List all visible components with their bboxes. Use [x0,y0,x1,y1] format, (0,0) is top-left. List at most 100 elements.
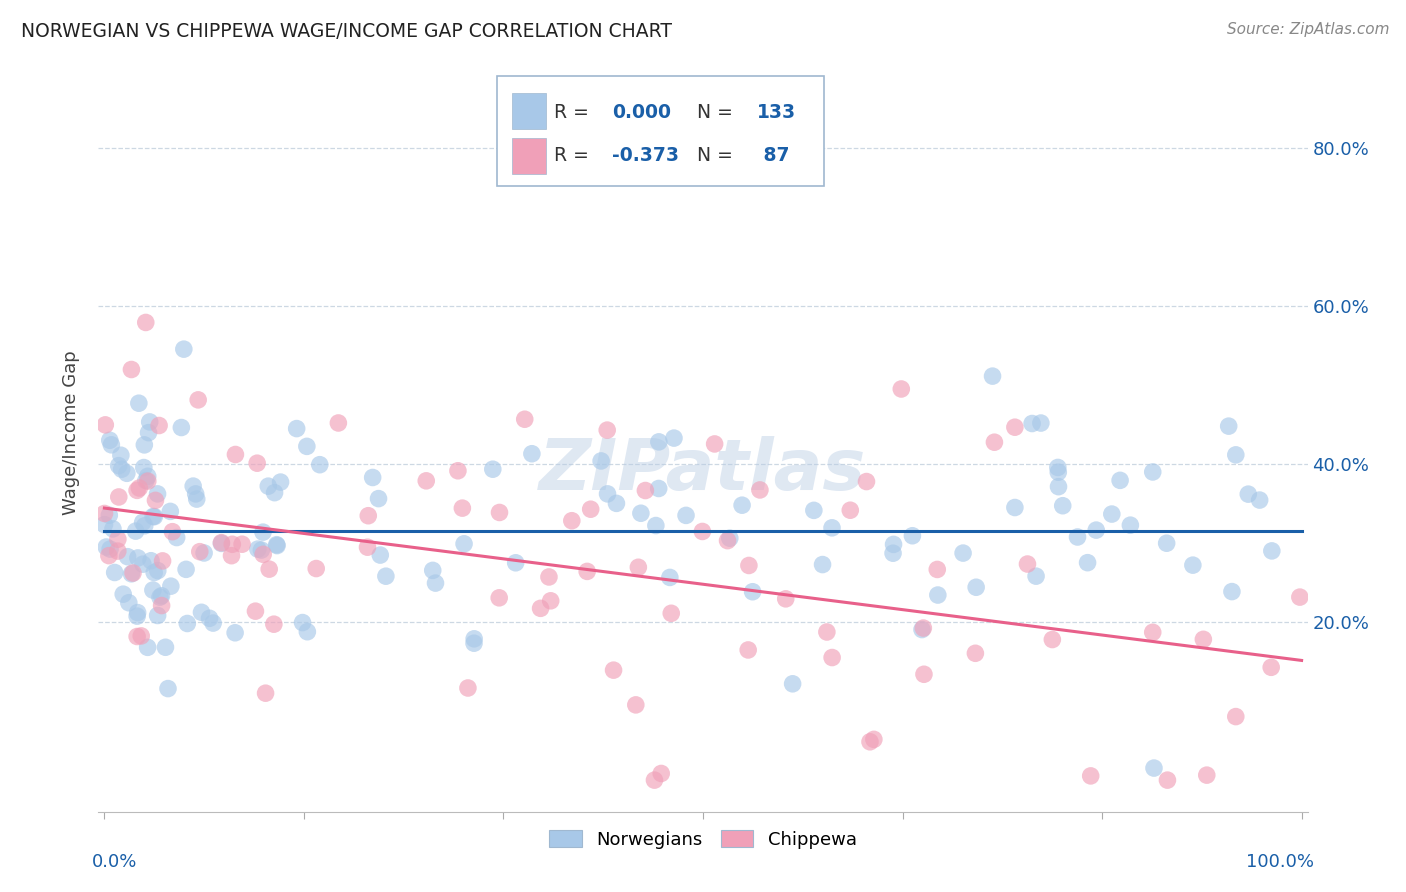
Point [692,524,714,539]
Point [1080,769,1102,783]
Point [308,458,330,472]
Point [1040,632,1063,647]
Legend: Norwegians, Chippewa: Norwegians, Chippewa [543,822,863,855]
Point [579,502,602,516]
Point [142,583,165,598]
Point [1220,584,1243,599]
Point [415,474,437,488]
Point [821,521,844,535]
Point [716,533,738,548]
Point [98,434,121,448]
Point [882,546,904,560]
Point [142,509,165,524]
Point [1225,709,1247,723]
Point [188,544,211,558]
Point [911,623,934,637]
Point [135,315,157,329]
Point [127,609,149,624]
Point [295,439,318,453]
Point [1142,465,1164,479]
Point [100,438,122,452]
Point [748,483,770,497]
Point [121,566,143,581]
Point [883,537,905,551]
Point [145,493,167,508]
Point [138,415,160,429]
Text: R =: R = [554,146,595,165]
Point [263,617,285,632]
Point [143,566,166,580]
Point [463,632,485,646]
Point [1066,530,1088,544]
Point [136,469,159,483]
Point [658,570,681,584]
Point [1261,544,1284,558]
Point [591,454,613,468]
Point [965,646,987,660]
Point [117,549,139,564]
Point [231,537,253,551]
Point [150,599,173,613]
Text: Source: ZipAtlas.com: Source: ZipAtlas.com [1226,22,1389,37]
Point [1156,536,1178,550]
Point [184,487,207,501]
Point [1237,487,1260,501]
Point [96,540,118,554]
Point [150,589,173,603]
Point [650,766,672,780]
Point [136,474,159,488]
Point [110,448,132,462]
Point [983,435,1005,450]
Point [634,483,657,498]
Point [224,625,246,640]
Point [148,418,170,433]
Point [741,584,763,599]
Point [839,503,862,517]
Point [1143,761,1166,775]
Point [901,529,924,543]
Point [738,558,761,573]
Text: -0.373: -0.373 [613,146,679,165]
Point [170,420,193,434]
Point [257,562,280,576]
Point [146,487,169,501]
Point [1085,523,1108,537]
Point [221,549,243,563]
Point [912,667,935,681]
Point [155,640,177,655]
Point [104,566,127,580]
Point [246,456,269,470]
Point [94,417,117,432]
Point [644,518,666,533]
Point [1142,625,1164,640]
Point [101,522,124,536]
Text: 133: 133 [758,103,797,122]
Point [718,531,741,545]
Point [174,562,197,576]
Point [1260,660,1282,674]
Point [775,591,797,606]
Point [602,663,624,677]
Point [266,539,288,553]
Point [305,561,328,575]
Point [457,681,479,695]
Point [643,773,665,788]
Point [128,396,150,410]
Point [965,580,987,594]
Point [662,431,685,445]
Point [221,537,243,551]
Point [127,550,149,565]
Point [252,525,274,540]
Point [187,392,209,407]
Point [134,518,156,533]
Text: N =: N = [697,103,738,122]
Point [122,566,145,580]
Point [112,587,135,601]
Point [328,416,350,430]
Point [1004,420,1026,434]
Point [254,686,277,700]
Point [981,369,1004,384]
Point [374,569,396,583]
Point [357,508,380,523]
Point [737,643,759,657]
